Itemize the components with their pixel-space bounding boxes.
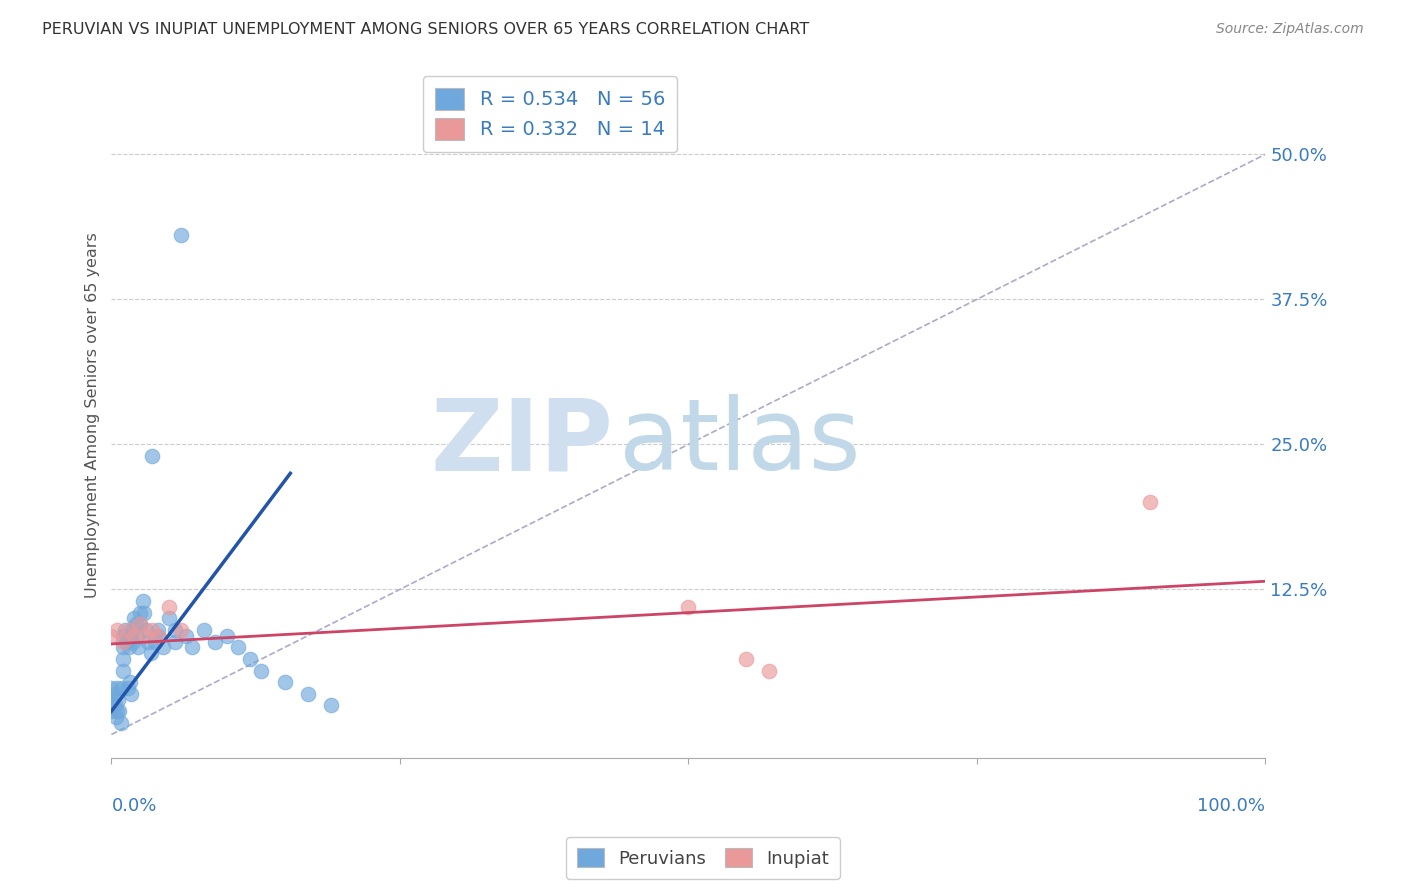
Point xyxy=(132,606,155,620)
Point xyxy=(141,449,163,463)
Point xyxy=(138,634,160,648)
Point xyxy=(193,623,215,637)
Point xyxy=(127,640,149,655)
Point xyxy=(141,623,163,637)
Text: ZIP: ZIP xyxy=(430,394,613,491)
Point xyxy=(100,704,122,718)
Point xyxy=(104,698,127,713)
Point xyxy=(115,634,138,648)
Text: 100.0%: 100.0% xyxy=(1198,797,1265,814)
Point xyxy=(139,646,162,660)
Point xyxy=(273,675,295,690)
Point xyxy=(108,704,131,718)
Point xyxy=(125,629,148,643)
Point xyxy=(117,681,139,695)
Point xyxy=(215,629,238,643)
Point xyxy=(163,634,186,648)
Point xyxy=(169,228,191,243)
Text: Source: ZipAtlas.com: Source: ZipAtlas.com xyxy=(1216,22,1364,37)
Legend: Peruvians, Inupiat: Peruvians, Inupiat xyxy=(567,838,839,879)
Point xyxy=(100,692,122,706)
Point xyxy=(105,681,128,695)
Point xyxy=(146,629,169,643)
Point xyxy=(143,634,166,648)
Point xyxy=(111,652,134,666)
Point xyxy=(111,681,134,695)
Point xyxy=(124,629,146,643)
Text: PERUVIAN VS INUPIAT UNEMPLOYMENT AMONG SENIORS OVER 65 YEARS CORRELATION CHART: PERUVIAN VS INUPIAT UNEMPLOYMENT AMONG S… xyxy=(42,22,810,37)
Point xyxy=(118,675,141,690)
Point xyxy=(129,617,152,632)
Point xyxy=(121,623,143,637)
Point xyxy=(114,623,136,637)
Point xyxy=(118,640,141,655)
Point xyxy=(124,617,146,632)
Legend: R = 0.534   N = 56, R = 0.332   N = 14: R = 0.534 N = 56, R = 0.332 N = 14 xyxy=(423,76,676,152)
Point xyxy=(103,687,125,701)
Point xyxy=(105,623,128,637)
Point xyxy=(105,704,128,718)
Point xyxy=(135,623,157,637)
Point xyxy=(135,629,157,643)
Point xyxy=(204,634,226,648)
Point xyxy=(157,599,180,614)
Point xyxy=(131,594,153,608)
Point xyxy=(758,664,780,678)
Point xyxy=(163,623,186,637)
Point xyxy=(181,640,204,655)
Point xyxy=(250,664,273,678)
Point xyxy=(118,623,141,637)
Point xyxy=(111,640,134,655)
Point xyxy=(111,634,134,648)
Point xyxy=(157,611,180,625)
Point xyxy=(107,692,129,706)
Text: atlas: atlas xyxy=(619,394,860,491)
Point xyxy=(105,710,128,724)
Point xyxy=(129,606,152,620)
Point xyxy=(319,698,342,713)
Point xyxy=(1139,495,1161,509)
Point xyxy=(228,640,250,655)
Point xyxy=(111,664,134,678)
Y-axis label: Unemployment Among Seniors over 65 years: Unemployment Among Seniors over 65 years xyxy=(86,233,100,599)
Point xyxy=(152,640,174,655)
Point xyxy=(146,623,169,637)
Point xyxy=(122,634,145,648)
Point xyxy=(118,629,141,643)
Point xyxy=(735,652,758,666)
Point xyxy=(129,617,152,632)
Point xyxy=(176,629,198,643)
Point xyxy=(297,687,319,701)
Point xyxy=(111,629,134,643)
Point xyxy=(169,623,191,637)
Point xyxy=(239,652,262,666)
Point xyxy=(100,681,122,695)
Text: 0.0%: 0.0% xyxy=(111,797,157,814)
Point xyxy=(146,629,169,643)
Point xyxy=(124,611,146,625)
Point xyxy=(110,715,132,730)
Point xyxy=(678,599,700,614)
Point xyxy=(120,687,142,701)
Point xyxy=(100,629,122,643)
